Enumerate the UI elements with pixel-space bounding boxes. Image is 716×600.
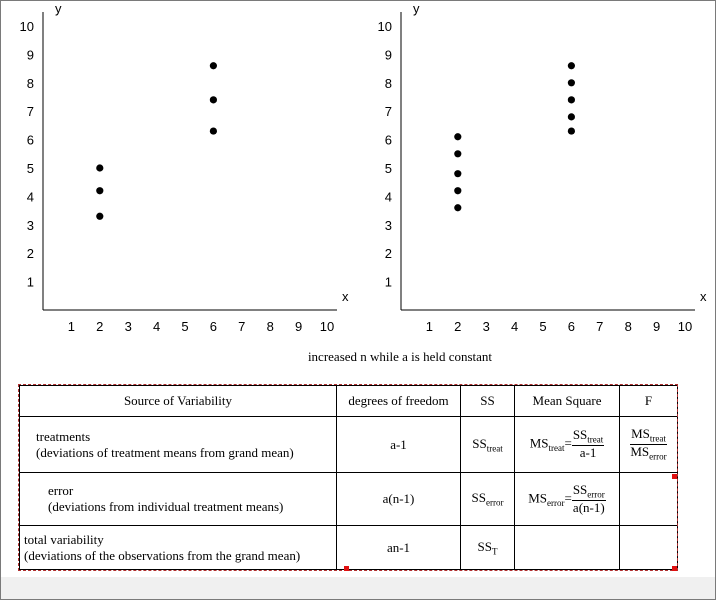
f-cell-empty: [619, 472, 678, 526]
df-cell: a(n-1): [336, 472, 461, 526]
source-label: error: [48, 483, 74, 498]
y-tick-label: 2: [385, 246, 392, 261]
data-point: [209, 96, 217, 104]
y-tick-label: 4: [385, 189, 392, 204]
table-row-treatments: treatments (deviations of treatment mean…: [19, 416, 678, 473]
scatter-plot-right: y x 1 2 3 4 5 6 7 8 9 10 1 2 3 4 5 6 7 8 9 10: [378, 1, 707, 334]
header-df: degrees of freedom: [336, 385, 461, 417]
header-source: Source of Variability: [19, 385, 337, 417]
ms-cell: MSerror= SSerror a(n-1): [514, 472, 620, 526]
y-tick-label: 2: [27, 246, 34, 261]
chart-caption: increased n while a is held constant: [307, 349, 493, 364]
x-tick-label: 7: [238, 319, 245, 334]
data-point: [454, 133, 462, 141]
source-cell: treatments (deviations of treatment mean…: [19, 416, 337, 473]
source-cell: error (deviations from individual treatm…: [19, 472, 337, 526]
table-header-row: Source of Variability degrees of freedom…: [19, 385, 678, 417]
header-mean-square: Mean Square: [514, 385, 620, 417]
data-point: [96, 187, 104, 195]
scatter-plot-left: y x 1 2 3 4 5 6 7 8 9 10 1 2 3 4 5 6 7 8 9 10: [20, 1, 349, 334]
y-tick-label: 6: [27, 133, 34, 148]
ss-cell: SSerror: [460, 472, 515, 526]
y-tick-label: 3: [27, 218, 34, 233]
anova-table: Source of Variability degrees of freedom…: [19, 385, 678, 570]
data-point: [454, 150, 462, 158]
source-label: treatments: [36, 428, 91, 444]
ss-cell: SStreat: [460, 416, 515, 473]
data-point: [567, 113, 575, 121]
y-tick-label: 9: [27, 47, 34, 62]
y-tick-label: 10: [378, 19, 392, 34]
y-tick-label: 7: [27, 104, 34, 119]
y-tick-label: 1: [27, 275, 34, 290]
x-tick-label: 1: [68, 319, 75, 334]
source-cell: total variability (deviations of the obs…: [19, 525, 337, 570]
x-tick-label: 2: [454, 319, 461, 334]
data-point: [96, 212, 104, 220]
x-tick-label: 8: [267, 319, 274, 334]
y-tick-label: 3: [385, 218, 392, 233]
resize-handle-bottom[interactable]: [344, 566, 349, 571]
header-f: F: [619, 385, 678, 417]
x-tick-label: 6: [210, 319, 217, 334]
ms-cell-empty: [514, 525, 620, 570]
data-point: [454, 204, 462, 212]
x-tick-label: 3: [125, 319, 132, 334]
x-tick-label: 5: [539, 319, 546, 334]
x-tick-label: 4: [153, 319, 160, 334]
y-tick-label: 8: [385, 76, 392, 91]
data-point: [567, 96, 575, 104]
bottom-strip: [1, 577, 715, 599]
resize-handle-corner[interactable]: [672, 566, 677, 571]
header-ss: SS: [460, 385, 515, 417]
data-point: [96, 164, 104, 172]
x-tick-label: 10: [678, 319, 692, 334]
x-tick-label: 8: [625, 319, 632, 334]
x-tick-label: 3: [483, 319, 490, 334]
x-tick-label: 10: [320, 319, 334, 334]
table-row-error: error (deviations from individual treatm…: [19, 472, 678, 526]
f-cell-empty: [619, 525, 678, 570]
x-tick-label: 4: [511, 319, 518, 334]
ss-cell: SST: [460, 525, 515, 570]
ms-cell: MStreat= SStreat a-1: [514, 416, 620, 473]
x-tick-label: 1: [426, 319, 433, 334]
table-row-total: total variability (deviations of the obs…: [19, 525, 678, 570]
x-axis-label: x: [700, 289, 707, 304]
data-point: [209, 127, 217, 135]
data-point: [454, 187, 462, 195]
resize-handle-right[interactable]: [672, 474, 677, 479]
data-point: [209, 62, 217, 70]
y-tick-label: 6: [385, 133, 392, 148]
x-tick-label: 2: [96, 319, 103, 334]
f-cell: MStreat MSerror: [619, 416, 678, 473]
y-tick-label: 4: [27, 189, 34, 204]
source-label: total variability: [24, 531, 104, 547]
x-axis-label: x: [342, 289, 349, 304]
df-cell: an-1: [336, 525, 461, 570]
x-tick-label: 7: [596, 319, 603, 334]
source-description: (deviations of the observations from the…: [24, 547, 301, 563]
y-axis-label: y: [413, 1, 420, 16]
x-tick-label: 9: [295, 319, 302, 334]
data-point: [567, 79, 575, 87]
y-tick-label: 10: [20, 19, 34, 34]
y-tick-label: 5: [385, 161, 392, 176]
y-tick-label: 7: [385, 104, 392, 119]
x-tick-label: 6: [568, 319, 575, 334]
y-tick-label: 5: [27, 161, 34, 176]
data-point: [567, 127, 575, 135]
source-description: (deviations of treatment means from gran…: [36, 444, 294, 460]
data-point: [454, 170, 462, 178]
y-tick-label: 8: [27, 76, 34, 91]
y-tick-label: 9: [385, 47, 392, 62]
data-point: [567, 62, 575, 70]
y-axis-label: y: [55, 1, 62, 16]
x-tick-label: 5: [181, 319, 188, 334]
df-cell: a-1: [336, 416, 461, 473]
y-tick-label: 1: [385, 275, 392, 290]
x-tick-label: 9: [653, 319, 660, 334]
source-description: (deviations from individual treatment me…: [48, 499, 284, 514]
